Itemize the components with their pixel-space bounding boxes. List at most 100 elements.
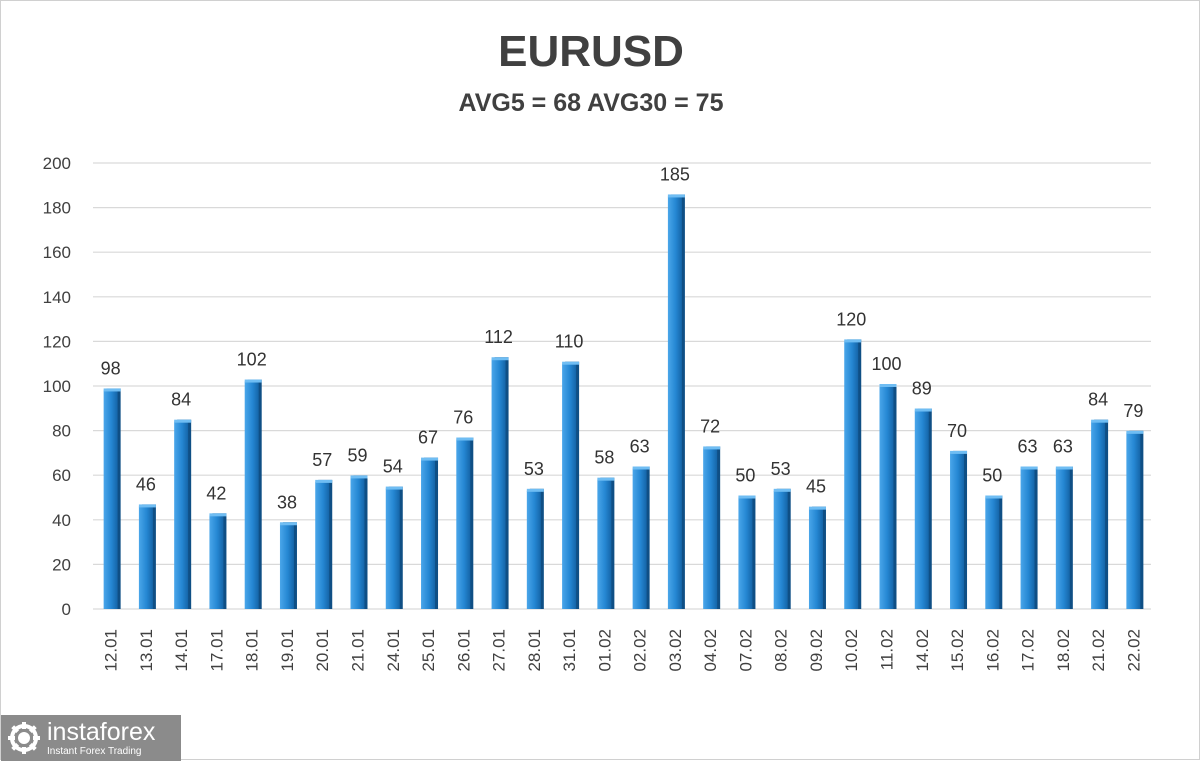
bar — [1020, 468, 1035, 609]
x-category-label: 08.02 — [772, 629, 791, 672]
bar — [174, 421, 189, 609]
bar — [844, 341, 859, 609]
bar-cap — [632, 466, 650, 470]
bar-cap — [738, 495, 756, 499]
bar-cap — [526, 488, 544, 492]
bar — [1126, 432, 1141, 609]
bars — [103, 194, 1144, 609]
bar — [279, 524, 294, 609]
bar-cap — [138, 504, 156, 508]
data-label: 89 — [912, 379, 932, 399]
bar — [456, 439, 471, 609]
y-tick-label: 100 — [43, 377, 71, 396]
y-tick-label: 180 — [43, 199, 71, 218]
bar-cap — [844, 339, 862, 343]
x-category-label: 14.02 — [913, 629, 932, 672]
x-category-label: 04.02 — [701, 629, 720, 672]
x-category-label: 13.01 — [137, 629, 156, 672]
data-label: 63 — [1018, 437, 1038, 457]
bar-cap — [914, 408, 932, 412]
data-label: 100 — [871, 354, 901, 374]
bar — [526, 490, 541, 609]
x-category-label: 21.02 — [1089, 629, 1108, 672]
bar-cap — [279, 522, 297, 526]
bar-cap — [1126, 430, 1144, 434]
bar-cap — [456, 437, 474, 441]
bar — [350, 477, 365, 609]
bar — [773, 490, 788, 609]
x-category-label: 01.02 — [595, 629, 614, 672]
bar — [597, 479, 612, 609]
x-category-label: 17.02 — [1019, 629, 1038, 672]
y-tick-label: 60 — [52, 466, 71, 485]
y-axis-ticks: 0 20 40 60 80 100 120 140 160 180 200 — [43, 154, 71, 619]
data-label: 84 — [171, 390, 191, 410]
bar — [491, 359, 506, 609]
data-label: 185 — [660, 164, 690, 184]
x-category-label: 22.02 — [1124, 629, 1143, 672]
y-tick-label: 0 — [62, 600, 71, 619]
x-category-label: 07.02 — [736, 629, 755, 672]
logo-tagline: Instant Forex Trading — [47, 745, 142, 757]
data-label: 38 — [277, 492, 297, 512]
bar — [808, 508, 823, 609]
data-label: 76 — [453, 408, 473, 428]
y-tick-label: 40 — [52, 511, 71, 530]
bar-cap — [174, 419, 192, 423]
x-category-label: 02.02 — [631, 629, 650, 672]
data-label: 110 — [555, 332, 584, 352]
bar-cap — [808, 506, 826, 510]
y-tick-label: 160 — [43, 243, 71, 262]
bar-cap — [703, 446, 721, 450]
bar — [315, 481, 330, 609]
bar — [209, 515, 224, 609]
x-category-label: 20.01 — [313, 629, 332, 672]
bar-cap — [385, 486, 403, 490]
x-category-label: 27.01 — [490, 629, 509, 672]
x-category-label: 31.01 — [560, 629, 579, 672]
bar-cap — [209, 513, 227, 517]
bar — [985, 497, 1000, 609]
y-tick-label: 140 — [43, 288, 71, 307]
bar-cap — [1055, 466, 1073, 470]
data-label: 42 — [206, 483, 226, 503]
data-label: 54 — [383, 457, 403, 477]
bar — [562, 363, 577, 609]
x-category-label: 28.01 — [525, 629, 544, 672]
bar-cap — [597, 477, 615, 481]
bar-cap — [244, 379, 262, 383]
x-category-label: 24.01 — [384, 629, 403, 672]
y-tick-label: 120 — [43, 332, 71, 351]
data-label: 59 — [347, 445, 367, 465]
chart-title: EURUSD — [498, 27, 684, 76]
bar — [632, 468, 647, 609]
data-label: 102 — [237, 350, 267, 370]
x-category-label: 15.02 — [948, 629, 967, 672]
bar — [103, 390, 118, 609]
x-category-label: 11.02 — [878, 629, 897, 670]
x-category-label: 14.01 — [172, 629, 191, 672]
bar-cap — [985, 495, 1003, 499]
bar — [1091, 421, 1106, 609]
bar-cap — [350, 475, 368, 479]
gridlines — [93, 162, 1151, 610]
logo-brand-name: instaforex — [47, 717, 156, 746]
data-label: 50 — [982, 466, 1002, 486]
data-label: 50 — [735, 466, 755, 486]
y-tick-label: 200 — [43, 154, 71, 173]
data-label: 58 — [594, 448, 614, 468]
y-tick-label: 20 — [52, 555, 71, 574]
data-label: 46 — [136, 474, 156, 494]
bar — [138, 506, 153, 609]
bar — [879, 386, 894, 609]
x-category-label: 09.02 — [807, 629, 826, 672]
gear-globe-icon — [8, 722, 40, 754]
x-category-label: 25.01 — [419, 629, 438, 672]
bar-cap — [1091, 419, 1109, 423]
y-tick-label: 80 — [52, 422, 71, 441]
bar-cap — [103, 388, 121, 392]
data-label: 63 — [630, 437, 650, 457]
x-category-label: 18.02 — [1054, 629, 1073, 672]
bar — [738, 497, 753, 609]
